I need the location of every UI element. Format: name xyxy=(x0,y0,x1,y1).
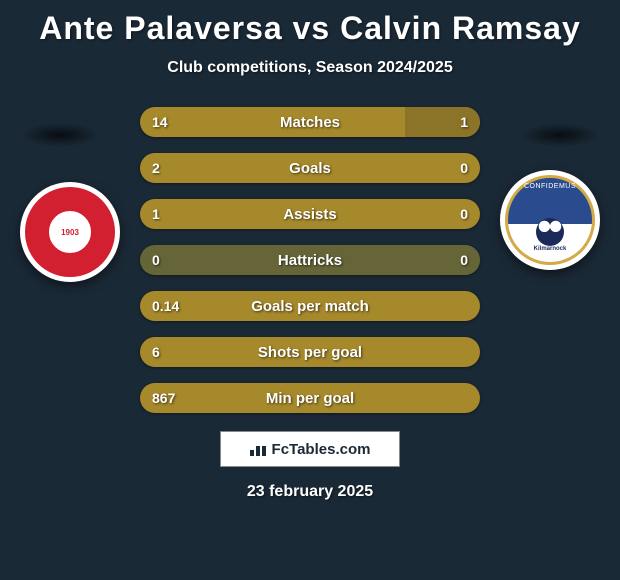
stat-label: Goals per match xyxy=(140,298,480,315)
shadow-decor-left xyxy=(20,123,100,147)
stat-value-left: 867 xyxy=(152,390,175,406)
stat-label: Matches xyxy=(140,114,480,131)
stat-bar: Hattricks0 0 xyxy=(140,245,480,275)
stat-value-left: 14 xyxy=(152,114,168,130)
badge-club-name: Kilmarnock xyxy=(534,246,567,252)
stat-value-left: 0.14 xyxy=(152,298,179,314)
left-club-badge: ★ ★ 1903 xyxy=(20,182,120,282)
shadow-decor-right xyxy=(520,123,600,147)
badge-center-text: 1903 xyxy=(61,228,79,237)
stat-value-right: 0 xyxy=(460,160,468,176)
stat-label: Hattricks xyxy=(140,252,480,269)
page-title: Ante Palaversa vs Calvin Ramsay xyxy=(0,0,620,47)
stat-bar: Goals2 0 xyxy=(140,153,480,183)
stat-bar: Assists1 0 xyxy=(140,199,480,229)
stat-value-left: 2 xyxy=(152,160,160,176)
right-club-badge: CONFIDEMUS Kilmarnock xyxy=(500,170,600,270)
stat-label: Shots per goal xyxy=(140,344,480,361)
stat-bar: Matches14 1 xyxy=(140,107,480,137)
footer-brand-text: FcTables.com xyxy=(272,441,371,458)
badge-motto: CONFIDEMUS xyxy=(524,183,576,190)
stat-bar: Shots per goal6 xyxy=(140,337,480,367)
stat-bar: Goals per match0.14 xyxy=(140,291,480,321)
stat-value-left: 6 xyxy=(152,344,160,360)
football-icon xyxy=(536,218,564,246)
stat-label: Assists xyxy=(140,206,480,223)
stat-bar: Min per goal867 xyxy=(140,383,480,413)
stat-value-right: 0 xyxy=(460,206,468,222)
stat-value-right: 0 xyxy=(460,252,468,268)
comparison-date: 23 february 2025 xyxy=(0,483,620,501)
stats-bars-container: Matches141Goals20Assists10Hattricks00Goa… xyxy=(140,107,480,413)
subtitle: Club competitions, Season 2024/2025 xyxy=(0,59,620,77)
stat-value-right: 1 xyxy=(460,114,468,130)
stat-value-left: 1 xyxy=(152,206,160,222)
stat-label: Min per goal xyxy=(140,390,480,407)
bar-chart-icon xyxy=(250,442,268,456)
fctables-logo: FcTables.com xyxy=(220,431,400,467)
stat-value-left: 0 xyxy=(152,252,160,268)
stat-label: Goals xyxy=(140,160,480,177)
